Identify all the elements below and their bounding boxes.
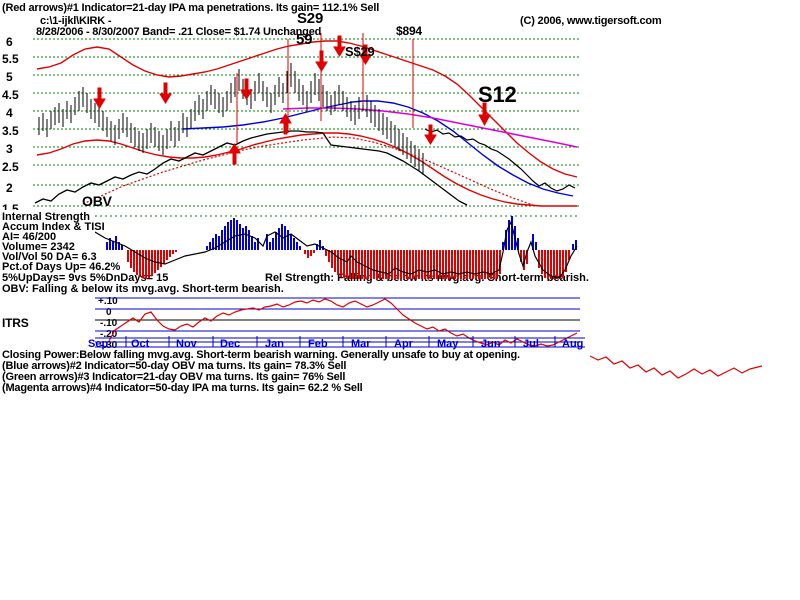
itrs-line (108, 298, 578, 347)
itrs-ytick-plus-10: +.10 (98, 296, 118, 307)
price-ytick-4: 4 (6, 106, 13, 120)
arrow-down-icon (159, 82, 172, 104)
arrow-down-icon (93, 87, 106, 109)
band-lower-line (36, 132, 577, 207)
xaxis-month-nov: Nov (176, 338, 197, 350)
xaxis-month-aug: Aug (562, 338, 584, 350)
obv-moving-average-line (82, 136, 534, 206)
arrow-down-icon (240, 78, 253, 100)
xaxis-month-feb: Feb (308, 338, 328, 350)
obv-status-label: OBV: Falling & below its mvg.avg. Short-… (2, 283, 284, 295)
itrs-label: ITRS (2, 316, 29, 330)
price-grid (33, 38, 580, 207)
xaxis-month-jun: Jun (481, 338, 501, 350)
ma-50day-ipa-magenta-line (282, 107, 578, 148)
itrs-chart-svg (95, 297, 580, 347)
date-range-quote-label: 8/28/2006 - 8/30/2007 Band= .21 Close= $… (36, 26, 322, 38)
price-ytick-2: 2 (6, 181, 13, 195)
ma-50day-blue-line (182, 100, 574, 197)
band-upper-line (36, 40, 578, 178)
annotation-59: 59 (296, 31, 313, 48)
xaxis-month-jul: Jul (523, 338, 539, 350)
accum-positive-bars (106, 216, 577, 250)
price-ytick-4p5: 4.5 (2, 88, 19, 102)
annotation-s29-mid: S$29 (345, 44, 375, 59)
copyright-label: (C) 2006, www.tigersoft.com (520, 15, 662, 27)
xaxis-month-jan: Jan (265, 338, 284, 350)
accumulation-index-pane[interactable] (94, 212, 580, 290)
xaxis-month-dec: Dec (220, 338, 241, 350)
annotation-s12: S12 (478, 82, 517, 107)
indicator-arrows (93, 35, 491, 165)
itrs-ytick-zero: 0 (106, 307, 112, 318)
price-ytick-2p5: 2.5 (2, 160, 19, 174)
arrow-down-icon (424, 124, 437, 145)
price-ytick-1p5: 1.5 (2, 203, 19, 210)
price-chart-pane[interactable] (33, 33, 580, 211)
accum-negative-bars (127, 250, 570, 279)
xaxis-month-sep: Sep (88, 338, 109, 350)
price-ytick-5: 5 (6, 70, 13, 84)
price-ytick-6: 6 (6, 35, 13, 49)
signal-verticals (236, 33, 414, 143)
rel-strength-label: Rel Strength: Falling & below its mvg.av… (265, 272, 589, 284)
price-decline-series (424, 128, 576, 192)
arrow-down-icon (478, 102, 491, 127)
itrs-ytick-minus-10: -.10 (100, 318, 118, 329)
price-bars (38, 63, 424, 175)
up-down-days-label: 5%UpDays= 9vs 5%DnDays= 15 (2, 272, 169, 284)
itrs-grid (95, 297, 580, 343)
xaxis-month-mar: Mar (351, 338, 371, 350)
obv-line (34, 130, 468, 206)
internal-strength-label: Internal Strength (2, 211, 91, 223)
accum-bars (106, 216, 577, 279)
indicator-2-blue-arrows: (Blue arrows)#2 Indicator=50-day OBV ma … (2, 360, 347, 372)
itrs-ytick-minus-20: -.20 (100, 329, 118, 340)
itrs-chart-pane[interactable] (95, 296, 580, 348)
xaxis-month-apr: Apr (394, 338, 413, 350)
xaxis-month-may: May (437, 338, 459, 350)
indicator-3-green-arrows: (Green arrows)#3 Indicator=21-day OBV ma… (2, 371, 346, 383)
indicator-4-magenta-arrows: (Magenta arrows)#4 Indicator=50-day IPA … (2, 382, 363, 394)
annotation-894: $894 (396, 24, 422, 38)
closing-power-mini-line (590, 355, 763, 379)
indicator-1-headline: (Red arrows)#1 Indicator=21-day IPA ma p… (2, 2, 380, 14)
price-ytick-3: 3 (6, 142, 13, 156)
accum-index-tisi-label: Accum Index & TISI (2, 221, 105, 233)
price-ytick-3p5: 3.5 (2, 124, 19, 138)
price-chart-svg (33, 33, 580, 207)
xaxis-tick-marks (95, 336, 585, 348)
itrs-ytick-minus-30: -.30 (100, 340, 118, 351)
xaxis-month-oct: Oct (131, 338, 150, 350)
arrow-up-icon (228, 143, 241, 165)
accum-tisi-line (94, 220, 578, 279)
price-ytick-5p5: 5.5 (2, 52, 19, 66)
volume-label: Volume= 2342 (2, 241, 75, 253)
file-path-label: c:\1-ijkl\KIRK - (40, 15, 112, 27)
ai-value-label: AI= 46/200 (2, 231, 57, 243)
accumulation-index-svg (94, 215, 580, 279)
pct-days-up-label: Pct.of Days Up= 46.2% (2, 261, 121, 273)
closing-power-status: Closing Power:Below falling mvg.avg. Sho… (2, 349, 520, 361)
arrow-down-icon (333, 35, 346, 57)
annotation-s29-top: S29 (297, 10, 324, 27)
vol-vol-50da-label: Vol/Vol 50 DA= 6.3 (2, 251, 97, 263)
obv-pane-label: OBV (82, 193, 112, 209)
